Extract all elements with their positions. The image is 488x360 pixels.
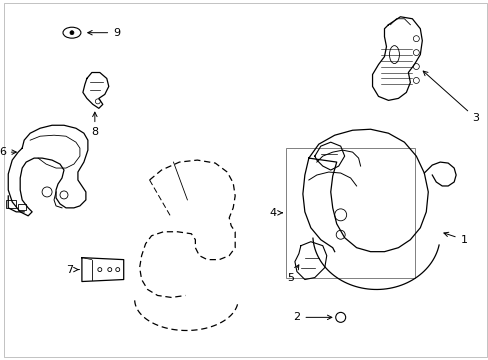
Ellipse shape — [42, 187, 52, 197]
Ellipse shape — [70, 31, 74, 35]
Ellipse shape — [335, 312, 345, 322]
Text: 6: 6 — [0, 147, 16, 157]
Text: 9: 9 — [87, 28, 120, 38]
Ellipse shape — [95, 99, 100, 104]
Text: 8: 8 — [91, 112, 98, 137]
Ellipse shape — [412, 64, 419, 69]
Ellipse shape — [116, 267, 120, 271]
Ellipse shape — [98, 267, 102, 271]
Ellipse shape — [412, 77, 419, 84]
Ellipse shape — [60, 191, 68, 199]
Ellipse shape — [336, 230, 345, 239]
Ellipse shape — [107, 267, 112, 271]
Text: 3: 3 — [422, 71, 479, 123]
Ellipse shape — [334, 209, 346, 221]
Bar — [18, 204, 26, 210]
Text: 5: 5 — [287, 265, 298, 283]
Bar — [285, 148, 414, 278]
Ellipse shape — [412, 36, 419, 42]
Ellipse shape — [388, 46, 399, 64]
Text: 7: 7 — [66, 265, 79, 275]
Text: 1: 1 — [443, 232, 467, 245]
Text: 4: 4 — [269, 208, 282, 218]
Bar — [6, 200, 16, 208]
Text: 2: 2 — [293, 312, 331, 322]
Ellipse shape — [412, 50, 419, 55]
Ellipse shape — [63, 27, 81, 38]
